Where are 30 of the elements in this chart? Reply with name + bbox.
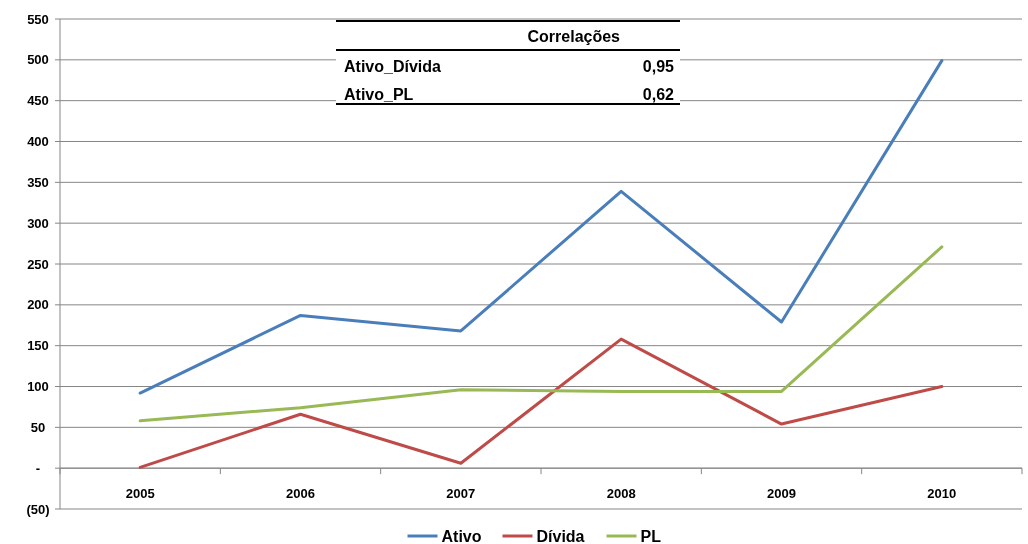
x-tick-label: 2006 — [286, 486, 315, 502]
legend-label: PL — [640, 527, 662, 544]
y-tick-label: 450 — [27, 93, 49, 109]
x-tick-label: 2007 — [446, 486, 476, 502]
x-tick-label: 2010 — [927, 486, 957, 502]
line-series — [138, 337, 944, 469]
y-tick-label: 50 — [30, 419, 46, 435]
annotation: 0,62 — [642, 86, 675, 103]
legend-label: Dívida — [536, 527, 585, 544]
y-tick-label: 350 — [27, 174, 49, 190]
annotation: 0,95 — [642, 58, 675, 75]
y-tick-label: 300 — [27, 215, 49, 231]
y-tick-label: (50) — [26, 501, 50, 517]
y-tick-label: 400 — [27, 134, 49, 150]
annotation: Correlações — [527, 28, 621, 45]
annotation: Ativo_Dívida — [344, 58, 442, 75]
x-tick-label: 2008 — [606, 486, 636, 502]
line-series — [138, 59, 944, 395]
annotation: Ativo_PL — [344, 86, 414, 103]
y-tick-label: 250 — [27, 256, 49, 272]
y-tick-label: - — [35, 460, 41, 476]
x-tick-label: 2009 — [767, 486, 796, 502]
y-tick-label: 200 — [27, 297, 49, 313]
line-series — [138, 245, 944, 423]
y-tick-label: 500 — [27, 52, 49, 68]
y-tick-label: 550 — [27, 11, 49, 27]
y-tick-label: 150 — [27, 338, 49, 354]
y-tick-label: 100 — [27, 379, 49, 395]
legend-label: Ativo — [441, 527, 482, 544]
x-tick-label: 2005 — [125, 486, 155, 502]
